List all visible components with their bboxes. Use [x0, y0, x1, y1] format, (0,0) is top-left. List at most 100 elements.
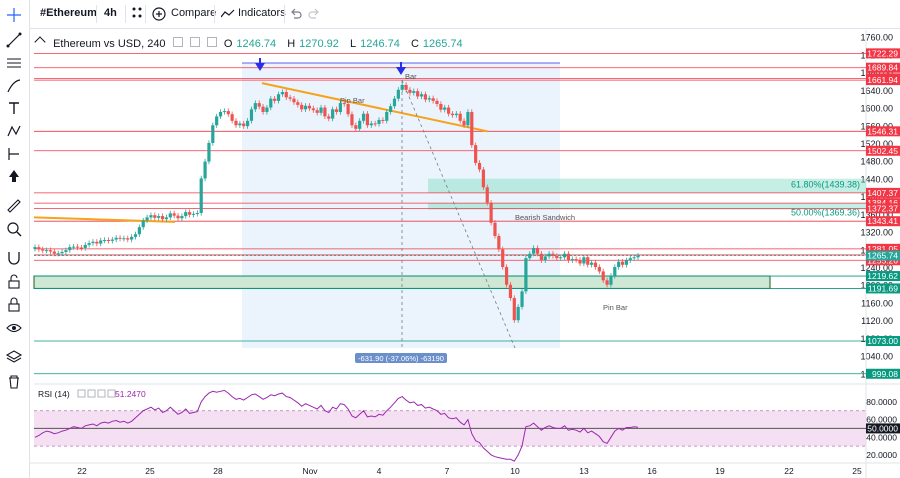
indicators-icon[interactable] [221, 9, 235, 19]
x-tick-label: 19 [715, 466, 725, 476]
candle-body [617, 261, 621, 268]
candle-body [524, 258, 528, 292]
compare-plus-icon[interactable] [152, 7, 166, 21]
fib-618-zone [428, 178, 866, 193]
zoom-icon[interactable] [5, 220, 23, 238]
candle-body [423, 94, 428, 100]
candle-body [137, 227, 141, 235]
candle-body [303, 105, 308, 110]
trend-line-icon[interactable] [5, 31, 23, 49]
fib-icon[interactable] [5, 54, 23, 72]
price-level-label: 1384.16 [867, 198, 898, 208]
legend-collapse-icon[interactable] [34, 36, 46, 48]
candle-body [311, 108, 315, 111]
candle-body [242, 123, 246, 127]
indicators-button[interactable]: Indicators [238, 7, 286, 19]
candle-body [327, 116, 331, 119]
toolbar-divider [125, 5, 126, 23]
candle-body [122, 238, 126, 240]
candle-body [160, 216, 165, 220]
candle-body [555, 255, 559, 259]
price-level-tag [866, 243, 900, 254]
candle-body [450, 113, 455, 116]
candle-body [570, 259, 574, 261]
redo-icon[interactable] [308, 8, 320, 20]
candle-body [609, 275, 613, 285]
candle-body [454, 113, 458, 116]
candle-body [52, 251, 56, 254]
candle-body [33, 247, 37, 249]
y-tick-label: 1760.00 [860, 33, 893, 43]
candle-body [597, 267, 601, 272]
candle-body [396, 89, 400, 99]
price-level-tag [866, 62, 900, 73]
legend-eye-icon[interactable] [172, 37, 183, 47]
signal-arrow [255, 63, 265, 71]
candle-body [207, 142, 211, 162]
candle-body [126, 238, 130, 240]
candle-body [261, 106, 265, 112]
text-icon[interactable] [5, 99, 23, 117]
measure-icon[interactable] [5, 145, 23, 163]
candle-body [180, 216, 184, 219]
candle-body [419, 94, 424, 97]
interval-button[interactable]: 4h [104, 7, 117, 19]
rsi-label: RSI (14) [38, 389, 70, 399]
rsi-marker-label: 50.0000 [867, 423, 898, 433]
candle-body [474, 145, 478, 163]
y-tick-label: 1440.00 [860, 174, 893, 184]
candle-body [145, 217, 149, 221]
crosshair-icon[interactable] [5, 6, 23, 24]
toolbar-divider [96, 5, 97, 23]
price-level-label: 1219.62 [867, 271, 898, 281]
candle-body [273, 98, 277, 101]
magnet-icon[interactable] [5, 249, 23, 267]
pattern-icon[interactable] [5, 122, 23, 140]
eye-icon[interactable] [5, 319, 23, 337]
trash-icon[interactable] [5, 373, 23, 391]
price-level-tag [866, 187, 900, 198]
lock-draw-icon[interactable] [5, 273, 23, 291]
candle-body [307, 105, 312, 109]
trend-line-lower [33, 216, 176, 223]
undo-icon[interactable] [290, 8, 302, 20]
price-level-label: 1661.94 [867, 75, 898, 85]
brush-icon[interactable] [5, 77, 23, 95]
current-price-label: 1265.74 [867, 251, 898, 261]
candle-body [342, 103, 346, 105]
candle-body [470, 111, 474, 146]
candle-body [466, 111, 470, 126]
candle-body [481, 169, 485, 188]
compare-button[interactable]: Compare [171, 7, 217, 19]
measure-label: -631.90 (-37.06%) -63190 [358, 354, 444, 363]
candle-body [257, 103, 261, 107]
candle-body [184, 212, 188, 217]
arrow-icon[interactable] [5, 167, 23, 185]
measure-diagonal [401, 79, 516, 349]
candle-body [381, 119, 385, 121]
price-level-tag [866, 368, 900, 379]
candle-body [373, 123, 377, 125]
candle-body [91, 241, 95, 244]
annotation-pin-bar-low: Pin Bar [603, 303, 628, 312]
y-tick-label: 1120.00 [861, 316, 893, 326]
candle-body [431, 98, 435, 101]
layers-icon[interactable] [5, 348, 23, 366]
candle-body [636, 255, 640, 258]
candle-body [361, 113, 366, 121]
candle-body [284, 92, 288, 98]
candle-body [408, 89, 412, 93]
symbol-button[interactable]: #Ethereum [40, 7, 97, 19]
ruler-icon[interactable] [5, 197, 23, 215]
price-level-label: 1502.45 [867, 146, 898, 156]
rsi-value-label: 51.2470 [115, 389, 146, 399]
candle-body [164, 217, 169, 220]
price-level-label: 1343.41 [867, 216, 898, 226]
legend-close-icon[interactable] [206, 37, 217, 47]
legend-close: C 1265.74 [410, 38, 463, 50]
indicator-templates-icon[interactable] [131, 6, 143, 20]
legend-settings-icon[interactable] [189, 37, 200, 47]
price-level-tag [866, 216, 900, 227]
lock-icon[interactable] [5, 296, 23, 314]
